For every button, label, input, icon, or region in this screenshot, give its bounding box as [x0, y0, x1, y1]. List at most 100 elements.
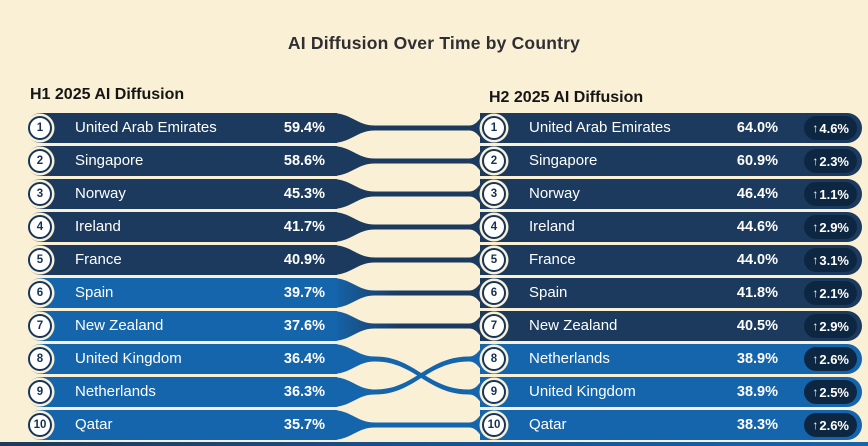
- value-label: 38.9%: [736, 384, 778, 400]
- value-label: 39.7%: [283, 285, 325, 301]
- h1-column-header: H1 2025 AI Diffusion: [30, 86, 185, 103]
- country-label: France: [529, 251, 576, 268]
- h2-rank-row-4: 4 Ireland 44.6% ↑ 2.9%: [480, 212, 862, 242]
- rank-badge: 7: [482, 314, 506, 338]
- rank-number: 7: [490, 320, 498, 332]
- change-value: 2.1%: [819, 285, 849, 301]
- bottom-border-strip: [0, 442, 868, 446]
- rank-number: 7: [36, 320, 44, 332]
- h2-rank-row-2: 2 Singapore 60.9% ↑ 2.3%: [480, 146, 862, 176]
- country-label: Norway: [75, 185, 126, 202]
- rank-badge: 7: [28, 314, 52, 338]
- change-badge: ↑ 2.5%: [804, 380, 857, 404]
- value-label: 41.7%: [283, 219, 325, 235]
- rank-badge: 5: [482, 248, 506, 272]
- change-badge: ↑ 2.6%: [804, 347, 857, 371]
- value-label: 36.3%: [283, 384, 325, 400]
- country-label: United Arab Emirates: [75, 119, 217, 136]
- country-label: Norway: [529, 185, 580, 202]
- ribbon-row-3: [331, 179, 487, 209]
- value-label: 38.3%: [736, 417, 778, 433]
- value-label: 59.4%: [283, 120, 325, 136]
- rank-badge: 6: [28, 281, 52, 305]
- h2-rank-row-9: 9 United Kingdom 38.9% ↑ 2.5%: [480, 377, 862, 407]
- ribbon-row-6: [331, 278, 487, 308]
- value-label: 36.4%: [283, 351, 325, 367]
- rank-number: 10: [487, 419, 501, 431]
- rank-number: 5: [36, 254, 44, 266]
- up-arrow-icon: ↑: [812, 121, 819, 135]
- country-label: France: [75, 251, 122, 268]
- rank-badge: 9: [482, 380, 506, 404]
- h2-rank-row-6: 6 Spain 41.8% ↑ 2.1%: [480, 278, 862, 308]
- ribbon-row-1: [331, 113, 487, 143]
- change-badge: ↑ 4.6%: [804, 116, 857, 140]
- h2-rank-row-3: 3 Norway 46.4% ↑ 1.1%: [480, 179, 862, 209]
- up-arrow-icon: ↑: [812, 352, 819, 366]
- value-label: 60.9%: [736, 153, 778, 169]
- h2-rank-row-7: 7 New Zealand 40.5% ↑ 2.9%: [480, 311, 862, 341]
- change-value: 2.3%: [819, 153, 849, 169]
- change-value: 2.9%: [819, 219, 849, 235]
- h1-rank-row-7: 7 New Zealand 37.6%: [26, 311, 337, 341]
- rank-number: 4: [490, 221, 498, 233]
- h1-rank-row-3: 3 Norway 45.3%: [26, 179, 337, 209]
- ribbon-row-7: [331, 311, 487, 341]
- rank-number: 6: [490, 287, 498, 299]
- rank-number: 2: [36, 155, 44, 167]
- up-arrow-icon: ↑: [812, 418, 819, 432]
- change-value: 2.6%: [819, 351, 849, 367]
- rank-badge: 4: [482, 215, 506, 239]
- change-badge: ↑ 2.3%: [804, 149, 857, 173]
- value-label: 41.8%: [736, 285, 778, 301]
- rank-number: 9: [36, 386, 44, 398]
- change-badge: ↑ 2.6%: [804, 413, 857, 437]
- change-value: 2.5%: [819, 384, 849, 400]
- change-badge: ↑ 2.9%: [804, 215, 857, 239]
- h1-rank-row-10: 10 Qatar 35.7%: [26, 410, 337, 440]
- value-label: 35.7%: [283, 417, 325, 433]
- rank-number: 1: [490, 122, 498, 134]
- ribbon-row-4: [331, 212, 487, 242]
- rank-number: 8: [36, 353, 44, 365]
- country-label: Ireland: [75, 218, 121, 235]
- up-arrow-icon: ↑: [812, 385, 819, 399]
- country-label: Ireland: [529, 218, 575, 235]
- rank-badge: 4: [28, 215, 52, 239]
- up-arrow-icon: ↑: [812, 187, 819, 201]
- rank-badge: 2: [28, 149, 52, 173]
- ribbon-uk-cross: [331, 344, 487, 407]
- h1-rank-row-8: 8 United Kingdom 36.4%: [26, 344, 337, 374]
- up-arrow-icon: ↑: [812, 154, 819, 168]
- rank-number: 1: [36, 122, 44, 134]
- rank-badge: 6: [482, 281, 506, 305]
- h1-rank-row-9: 9 Netherlands 36.3%: [26, 377, 337, 407]
- country-label: New Zealand: [75, 317, 164, 334]
- country-label: United Kingdom: [75, 350, 182, 367]
- change-badge: ↑ 1.1%: [804, 182, 857, 206]
- value-label: 40.5%: [736, 318, 778, 334]
- h2-rank-row-8: 8 Netherlands 38.9% ↑ 2.6%: [480, 344, 862, 374]
- rank-badge: 8: [28, 347, 52, 371]
- change-badge: ↑ 3.1%: [804, 248, 857, 272]
- rank-number: 8: [490, 353, 498, 365]
- h1-rank-row-2: 2 Singapore 58.6%: [26, 146, 337, 176]
- rank-badge: 5: [28, 248, 52, 272]
- rank-number: 3: [36, 188, 44, 200]
- rank-badge: 1: [482, 116, 506, 140]
- h2-rank-row-10: 10 Qatar 38.3% ↑ 2.6%: [480, 410, 862, 440]
- rank-badge: 1: [28, 116, 52, 140]
- rank-badge: 3: [482, 182, 506, 206]
- h1-rank-row-6: 6 Spain 39.7%: [26, 278, 337, 308]
- rank-number: 10: [33, 419, 47, 431]
- rank-number: 6: [36, 287, 44, 299]
- rank-number: 5: [490, 254, 498, 266]
- value-label: 40.9%: [283, 252, 325, 268]
- value-label: 38.9%: [736, 351, 778, 367]
- rank-badge: 10: [482, 413, 506, 437]
- country-label: Spain: [75, 284, 114, 301]
- h1-rank-row-1: 1 United Arab Emirates 59.4%: [26, 113, 337, 143]
- h2-rank-row-5: 5 France 44.0% ↑ 3.1%: [480, 245, 862, 275]
